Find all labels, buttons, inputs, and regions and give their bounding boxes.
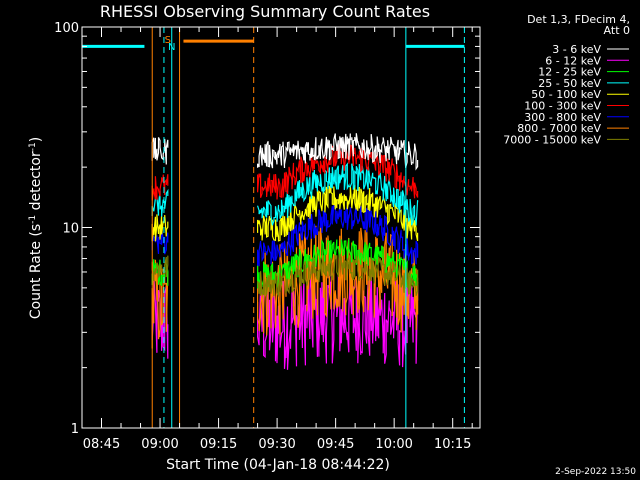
legend-entry: 300 - 800 keV xyxy=(524,111,601,124)
chart-title: RHESSI Observing Summary Count Rates xyxy=(100,2,430,21)
x-tick-label: 08:45 xyxy=(83,437,120,452)
legend-header: Det 1,3, FDecim 4, xyxy=(527,13,630,26)
x-axis-label: Start Time (04-Jan-18 08:44:22) xyxy=(166,457,390,473)
y-tick-label: 1 xyxy=(71,422,79,437)
x-tick-label: 09:45 xyxy=(317,437,354,452)
series-trace xyxy=(151,162,419,226)
series-segment xyxy=(151,188,169,217)
series-segment xyxy=(151,137,169,165)
legend-entry: 12 - 25 keV xyxy=(538,66,601,79)
series-segment xyxy=(257,133,419,171)
y-axis-label-part: ) xyxy=(28,137,44,142)
series-trace xyxy=(151,205,419,267)
flag-label: N xyxy=(168,42,175,53)
series-segment xyxy=(151,174,169,201)
x-tick-label: 09:30 xyxy=(258,437,295,452)
series-segment xyxy=(257,185,419,242)
series-trace xyxy=(151,225,419,349)
series-trace xyxy=(151,268,419,370)
series-segment xyxy=(151,259,169,349)
axes-layer: 1 10 100 08:45 09:00 09:15 09:30 09:45 10:00 10:1… xyxy=(54,21,481,452)
y-axis-label-part: -1 xyxy=(28,142,38,151)
x-tick-label: 10:15 xyxy=(434,437,471,452)
x-tick-label: 09:00 xyxy=(141,437,178,452)
legend-entry: 100 - 300 keV xyxy=(524,100,601,113)
legend-entry: 7000 - 15000 keV xyxy=(503,133,601,146)
series-segment xyxy=(151,214,169,242)
y-axis-label-part: -1 xyxy=(28,215,38,224)
series-segment xyxy=(257,205,419,267)
y-axis-label-part: detector xyxy=(28,151,44,215)
series-segment xyxy=(151,229,169,255)
x-tick-label: 09:15 xyxy=(200,437,237,452)
series-trace xyxy=(151,185,419,242)
y-axis-label: Count Rate (s-1 detector-1) xyxy=(28,137,44,319)
legend-entry: 800 - 7000 keV xyxy=(517,122,601,135)
legend-entry: 6 - 12 keV xyxy=(545,54,601,67)
series-trace xyxy=(151,254,419,298)
y-axis-label-part: Count Rate (s xyxy=(28,224,44,319)
legend-entry: 50 - 100 keV xyxy=(531,88,601,101)
series-segment xyxy=(257,225,419,336)
footer-date: 2-Sep-2022 13:50 xyxy=(555,467,636,477)
series-segment xyxy=(151,255,169,281)
series-segment xyxy=(257,162,419,226)
x-tick-label: 10:00 xyxy=(375,437,412,452)
series-layer xyxy=(151,133,419,370)
legend-entry: 25 - 50 keV xyxy=(538,77,601,90)
series-segment xyxy=(257,254,419,298)
series-trace xyxy=(151,133,419,171)
flag-label: S xyxy=(165,35,171,46)
legend-entry: 3 - 6 keV xyxy=(552,43,601,56)
legend-header: Att 0 xyxy=(604,24,630,37)
y-tick-label: 100 xyxy=(54,21,79,36)
y-tick-label: 10 xyxy=(62,222,79,237)
